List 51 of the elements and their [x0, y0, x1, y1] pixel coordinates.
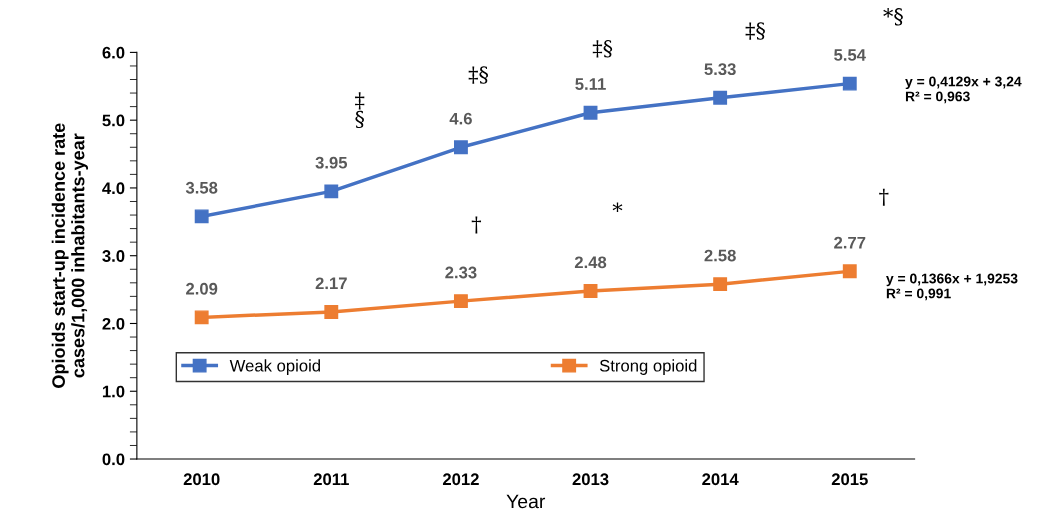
annotation: y = 0,1366x + 1,9253 R² = 0,991 [886, 273, 1018, 301]
point [842, 76, 857, 91]
x-tick-label: 2014 [702, 473, 739, 486]
legend-label: Strong opioid [599, 359, 697, 375]
data-label: 5.54 [834, 49, 866, 61]
data-label: 3.58 [185, 181, 218, 194]
x-tick-label: 2015 [831, 473, 868, 486]
data-label: 2.77 [834, 236, 866, 249]
data-label: 2.33 [445, 266, 477, 279]
point [194, 209, 209, 224]
point [324, 305, 339, 319]
x-axis-title: Year [506, 494, 546, 509]
data-label: 2.48 [574, 256, 607, 269]
point [713, 277, 728, 292]
annotation: ‡§ [468, 66, 488, 84]
point [583, 284, 598, 298]
point [453, 294, 468, 309]
y-tick-label: 2.0 [102, 317, 125, 330]
x-tick-label: 2012 [442, 473, 479, 486]
data-label: 4.6 [449, 112, 472, 125]
y-tick-label: 5.0 [102, 114, 125, 127]
y-tick-label: 4.0 [102, 182, 125, 195]
point [583, 105, 598, 120]
point [453, 140, 468, 155]
point [324, 184, 339, 199]
y-tick-label: 3.0 [102, 250, 125, 262]
y-tick-label: 1.0 [102, 385, 125, 398]
x-tick-label: 2013 [572, 473, 609, 486]
annotation: * [612, 202, 623, 212]
data-label: 2.58 [704, 249, 736, 262]
y-axis-title: Opioids start-up incidence rate cases/1,000 inhabitants-year [51, 123, 89, 388]
y-tick-label: 0.0 [102, 453, 125, 466]
point [713, 90, 728, 105]
data-label: 5.33 [704, 63, 736, 76]
data-label: 2.17 [315, 277, 347, 290]
x-tick-label: 2010 [183, 473, 220, 486]
annotation: † [471, 216, 482, 234]
point [194, 310, 209, 325]
legend-label: Weak opioid [229, 359, 320, 375]
annotation: † [879, 188, 889, 206]
data-label: 5.11 [575, 78, 606, 90]
data-label: 2.09 [186, 282, 218, 295]
annotation: ‡ § [355, 92, 365, 129]
x-tick-label: 2011 [313, 473, 349, 486]
annotation: ‡§ [592, 40, 613, 58]
y-tick-label: 6.0 [102, 46, 125, 59]
text: *§ [883, 8, 903, 26]
text: ‡§ [745, 22, 765, 40]
point [842, 264, 857, 279]
annotation: y = 0,4129x + 3,24 R² = 0,963 [905, 76, 1022, 104]
data-label: 3.95 [315, 156, 348, 169]
